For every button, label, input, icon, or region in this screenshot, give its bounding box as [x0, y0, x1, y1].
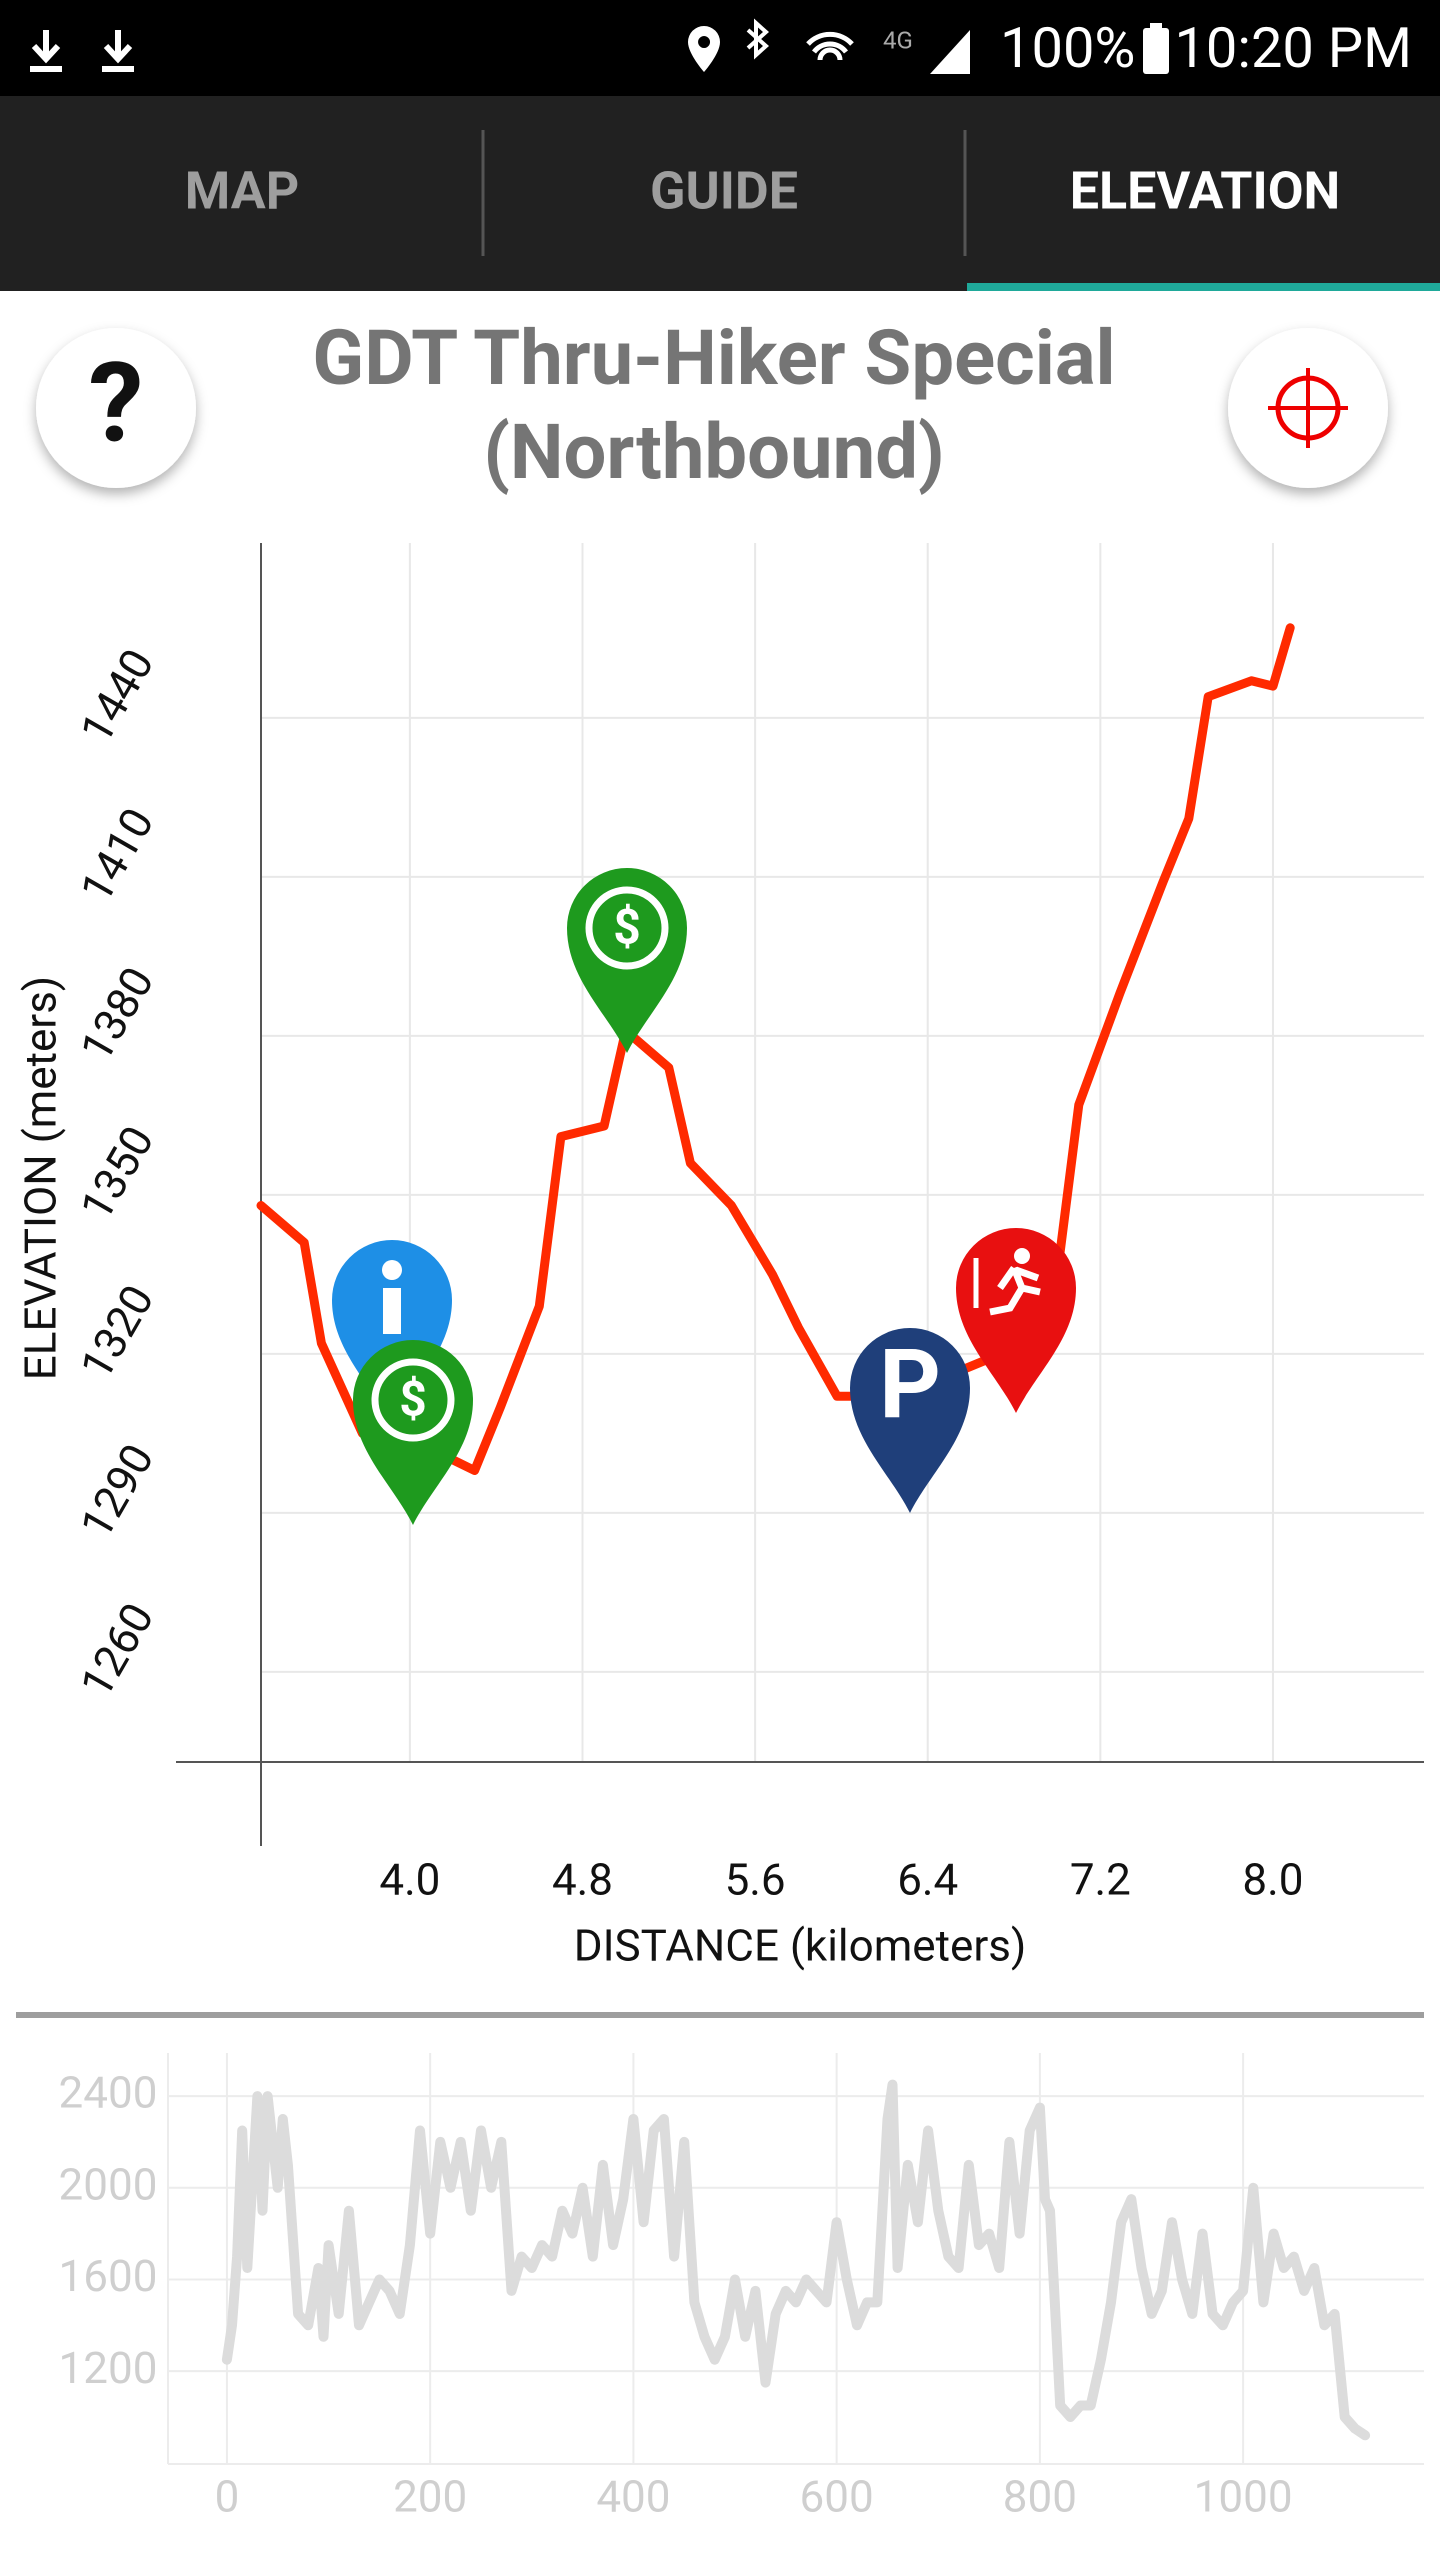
y-tick-label: 1290: [70, 1435, 164, 1547]
y-tick-label: 1440: [70, 640, 164, 752]
clock: 10:20 PM: [1174, 15, 1412, 81]
x-tick-label: 1000: [1194, 2471, 1293, 2523]
tab-bar: [0, 96, 1440, 291]
x-tick-label: 4.0: [379, 1854, 440, 1906]
y-tick-label: 2400: [59, 2067, 158, 2119]
y-axis-label: ELEVATION (meters): [15, 976, 67, 1381]
svg-text:$: $: [399, 1371, 427, 1428]
x-tick-label: 6.4: [897, 1854, 958, 1906]
tab-elevation[interactable]: ELEVATION: [1070, 161, 1341, 222]
y-tick-label: 1410: [70, 799, 164, 911]
help-icon[interactable]: ?: [89, 339, 144, 468]
battery-label: 100%: [1000, 15, 1135, 81]
y-tick-label: 1260: [70, 1594, 164, 1706]
x-tick-label: 200: [393, 2471, 467, 2523]
y-tick-label: 2000: [59, 2158, 158, 2210]
x-tick-label: 8.0: [1242, 1854, 1303, 1906]
svg-text:P: P: [879, 1329, 941, 1441]
info-pin[interactable]: [332, 1240, 452, 1425]
exit-pin[interactable]: [956, 1228, 1076, 1413]
help-circle[interactable]: [36, 328, 196, 488]
download-icons: [30, 30, 134, 72]
tab-guide[interactable]: GUIDE: [650, 161, 798, 222]
x-tick-label: 5.6: [725, 1854, 786, 1906]
elevation-line: [256, 623, 1295, 1475]
money-pin[interactable]: $: [353, 1340, 473, 1525]
svg-text:$: $: [613, 899, 641, 956]
status-bar: [0, 0, 1440, 96]
poi-pins: $ $ P: [332, 868, 1076, 1525]
elevation-line: [221, 2079, 1371, 2441]
y-tick-label: 1200: [59, 2342, 158, 2394]
help-button[interactable]: ?: [36, 328, 196, 488]
x-tick-label: 4.8: [552, 1854, 613, 1906]
y-tick-label: 1320: [70, 1276, 164, 1388]
x-tick-label: 600: [800, 2471, 874, 2523]
x-tick-label: 800: [1003, 2471, 1077, 2523]
locate-button[interactable]: [1228, 328, 1388, 488]
elevation-chart: 1260 1290 1320 1350 1380 1410 1440 4.0 4.8 5.6 6.4…: [15, 543, 1424, 1972]
x-tick-label: 400: [596, 2471, 670, 2523]
y-tick-label: 1350: [70, 1117, 164, 1229]
parking-pin[interactable]: P: [850, 1328, 970, 1513]
tab-indicator: [967, 283, 1440, 291]
money-pin[interactable]: $: [567, 868, 687, 1053]
y-tick-label: 1600: [59, 2250, 158, 2302]
x-tick-label: 0: [215, 2471, 240, 2523]
route-title: (Northbound): [483, 407, 944, 497]
overview-chart: 1200 1600 2000 2400 0 200 400 600 800 1000: [59, 2053, 1424, 2523]
route-title: GDT Thru-Hiker Special: [312, 313, 1115, 403]
x-tick-label: 7.2: [1070, 1854, 1131, 1906]
y-tick-label: 1380: [70, 958, 164, 1070]
status-icons: [688, 18, 1169, 74]
locate-crosshair[interactable]: [1268, 368, 1348, 448]
signal-label: 4G: [883, 26, 913, 54]
x-axis-label: DISTANCE (kilometers): [574, 1920, 1027, 1972]
tab-map[interactable]: MAP: [185, 161, 299, 222]
